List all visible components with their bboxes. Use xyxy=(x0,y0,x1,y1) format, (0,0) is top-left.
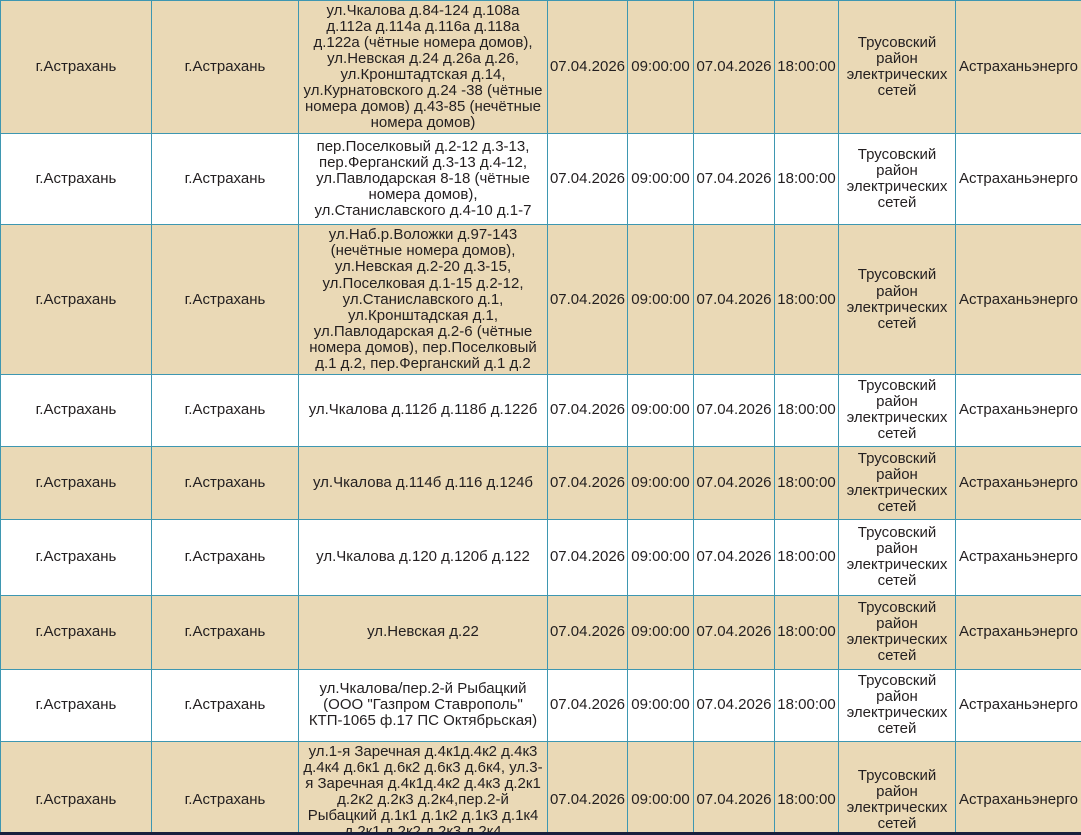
cell-outage-start-date: 07.04.2026 xyxy=(547,668,628,742)
cell-addresses: ул.Чкалова д.84-124 д.108а д.112а д.114а… xyxy=(298,0,548,135)
cell-outage-end-date: 07.04.2026 xyxy=(693,445,775,520)
table-row: г.Астрахань г.Астрахань ул.Чкалова д.84-… xyxy=(0,0,1081,135)
cell-network-division: Трусовский район электрических сетей xyxy=(838,518,956,596)
cell-region: г.Астрахань xyxy=(0,224,152,375)
cell-outage-start-date: 07.04.2026 xyxy=(547,445,628,520)
cell-company: Астраханьэнерго xyxy=(955,0,1081,135)
cell-city: г.Астрахань xyxy=(151,668,299,742)
table-row: г.Астрахань г.Астрахань ул.1-я Заречная … xyxy=(0,740,1081,835)
cell-outage-start-time: 09:00:00 xyxy=(627,0,694,135)
cell-region: г.Астрахань xyxy=(0,445,152,520)
cell-company: Астраханьэнерго xyxy=(955,594,1081,670)
cell-network-division: Трусовский район электрических сетей xyxy=(838,224,956,375)
table-row: г.Астрахань г.Астрахань ул.Чкалова д.114… xyxy=(0,445,1081,520)
table-row: г.Астрахань г.Астрахань ул.Невская д.22 … xyxy=(0,594,1081,670)
cell-outage-start-date: 07.04.2026 xyxy=(547,0,628,135)
cell-company: Астраханьэнерго xyxy=(955,373,1081,447)
cell-company: Астраханьэнерго xyxy=(955,133,1081,226)
cell-city: г.Астрахань xyxy=(151,133,299,226)
cell-company: Астраханьэнерго xyxy=(955,224,1081,375)
cell-city: г.Астрахань xyxy=(151,594,299,670)
cell-outage-end-date: 07.04.2026 xyxy=(693,373,775,447)
cell-network-division: Трусовский район электрических сетей xyxy=(838,373,956,447)
cell-company: Астраханьэнерго xyxy=(955,445,1081,520)
cell-outage-end-date: 07.04.2026 xyxy=(693,224,775,375)
cell-company: Астраханьэнерго xyxy=(955,740,1081,835)
cell-region: г.Астрахань xyxy=(0,518,152,596)
table-row: г.Астрахань г.Астрахань ул.Чкалова д.120… xyxy=(0,518,1081,596)
cell-addresses: ул.Чкалова/пер.2-й Рыбацкий (ООО "Газпро… xyxy=(298,668,548,742)
cell-outage-end-time: 18:00:00 xyxy=(774,518,839,596)
cell-city: г.Астрахань xyxy=(151,0,299,135)
cell-company: Астраханьэнерго xyxy=(955,668,1081,742)
cell-addresses: ул.Чкалова д.112б д.118б д.122б xyxy=(298,373,548,447)
cell-outage-end-time: 18:00:00 xyxy=(774,594,839,670)
cell-region: г.Астрахань xyxy=(0,740,152,835)
cell-outage-start-date: 07.04.2026 xyxy=(547,740,628,835)
cell-addresses: ул.Чкалова д.120 д.120б д.122 xyxy=(298,518,548,596)
cell-network-division: Трусовский район электрических сетей xyxy=(838,133,956,226)
cell-addresses: пер.Поселковый д.2-12 д.3-13, пер.Ферган… xyxy=(298,133,548,226)
cell-network-division: Трусовский район электрических сетей xyxy=(838,740,956,835)
cell-city: г.Астрахань xyxy=(151,224,299,375)
cell-outage-start-date: 07.04.2026 xyxy=(547,133,628,226)
bottom-divider-bar xyxy=(0,832,1081,835)
cell-outage-end-date: 07.04.2026 xyxy=(693,518,775,596)
cell-city: г.Астрахань xyxy=(151,740,299,835)
cell-outage-end-date: 07.04.2026 xyxy=(693,740,775,835)
cell-company: Астраханьэнерго xyxy=(955,518,1081,596)
cell-city: г.Астрахань xyxy=(151,518,299,596)
cell-outage-end-date: 07.04.2026 xyxy=(693,133,775,226)
cell-outage-end-date: 07.04.2026 xyxy=(693,668,775,742)
cell-outage-start-time: 09:00:00 xyxy=(627,133,694,226)
cell-outage-end-time: 18:00:00 xyxy=(774,373,839,447)
cell-city: г.Астрахань xyxy=(151,445,299,520)
cell-region: г.Астрахань xyxy=(0,668,152,742)
cell-outage-end-time: 18:00:00 xyxy=(774,224,839,375)
cell-region: г.Астрахань xyxy=(0,594,152,670)
cell-outage-end-time: 18:00:00 xyxy=(774,133,839,226)
cell-outage-start-time: 09:00:00 xyxy=(627,224,694,375)
cell-outage-start-time: 09:00:00 xyxy=(627,668,694,742)
cell-city: г.Астрахань xyxy=(151,373,299,447)
cell-network-division: Трусовский район электрических сетей xyxy=(838,0,956,135)
cell-outage-start-date: 07.04.2026 xyxy=(547,518,628,596)
cell-outage-start-date: 07.04.2026 xyxy=(547,594,628,670)
table-row: г.Астрахань г.Астрахань пер.Поселковый д… xyxy=(0,133,1081,226)
cell-outage-start-date: 07.04.2026 xyxy=(547,224,628,375)
cell-network-division: Трусовский район электрических сетей xyxy=(838,668,956,742)
cell-outage-end-date: 07.04.2026 xyxy=(693,594,775,670)
cell-addresses: ул.Невская д.22 xyxy=(298,594,548,670)
cell-outage-end-date: 07.04.2026 xyxy=(693,0,775,135)
cell-network-division: Трусовский район электрических сетей xyxy=(838,594,956,670)
cell-addresses: ул.1-я Заречная д.4к1д.4к2 д.4к3 д.4к4 д… xyxy=(298,740,548,835)
cell-region: г.Астрахань xyxy=(0,133,152,226)
cell-outage-start-time: 09:00:00 xyxy=(627,373,694,447)
cell-addresses: ул.Чкалова д.114б д.116 д.124б xyxy=(298,445,548,520)
cell-region: г.Астрахань xyxy=(0,373,152,447)
cell-outage-end-time: 18:00:00 xyxy=(774,0,839,135)
cell-outage-start-date: 07.04.2026 xyxy=(547,373,628,447)
cell-outage-end-time: 18:00:00 xyxy=(774,445,839,520)
cell-outage-start-time: 09:00:00 xyxy=(627,445,694,520)
table-row: г.Астрахань г.Астрахань ул.Наб.р.Воложки… xyxy=(0,224,1081,375)
table-row: г.Астрахань г.Астрахань ул.Чкалова д.112… xyxy=(0,373,1081,447)
cell-region: г.Астрахань xyxy=(0,0,152,135)
cell-outage-end-time: 18:00:00 xyxy=(774,740,839,835)
table-row: г.Астрахань г.Астрахань ул.Чкалова/пер.2… xyxy=(0,668,1081,742)
cell-addresses: ул.Наб.р.Воложки д.97-143 (нечётные номе… xyxy=(298,224,548,375)
cell-outage-start-time: 09:00:00 xyxy=(627,594,694,670)
cell-network-division: Трусовский район электрических сетей xyxy=(838,445,956,520)
cell-outage-start-time: 09:00:00 xyxy=(627,518,694,596)
cell-outage-end-time: 18:00:00 xyxy=(774,668,839,742)
cell-outage-start-time: 09:00:00 xyxy=(627,740,694,835)
